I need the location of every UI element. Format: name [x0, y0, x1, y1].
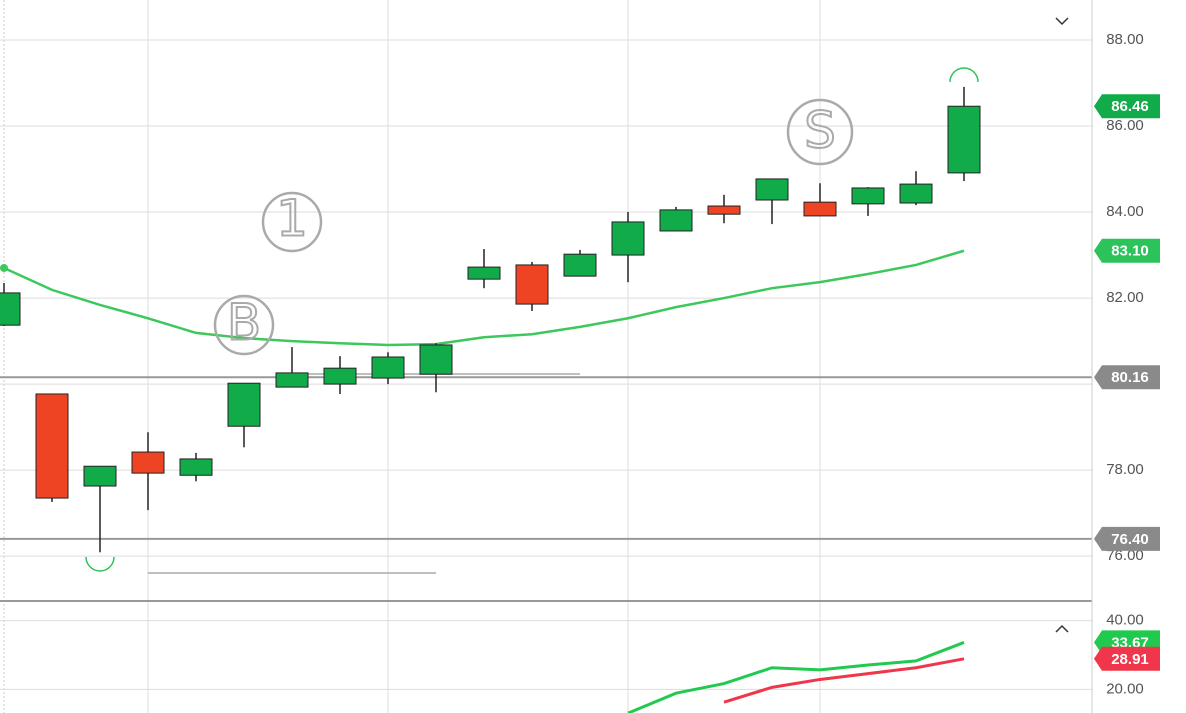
- candle-body: [611, 221, 645, 256]
- high-marker: [949, 67, 979, 83]
- candle-body: [707, 205, 741, 215]
- candle-body: [803, 201, 837, 217]
- candle-body: [83, 465, 117, 487]
- annotation-circle: [213, 294, 275, 356]
- y-tick-label: 40.00: [1106, 612, 1144, 629]
- y-tick-label: 78.00: [1106, 461, 1144, 478]
- candle-body: [563, 253, 597, 277]
- collapse-button[interactable]: [1055, 17, 1069, 26]
- levels: [0, 376, 1092, 540]
- price-tag: 76.40: [1111, 531, 1149, 548]
- candle-body: [131, 451, 165, 474]
- candle-body: [179, 458, 213, 476]
- y-tick-label: 86.00: [1106, 117, 1144, 134]
- ma-start: [0, 263, 8, 272]
- candle-body: [419, 344, 453, 375]
- y-tick-label: 82.00: [1106, 289, 1144, 306]
- annotation: S: [804, 102, 836, 160]
- price-tag-bg: [1094, 238, 1160, 263]
- candle-body: [275, 372, 309, 388]
- price-tag-bg: [1094, 646, 1160, 671]
- candle-body: [899, 183, 933, 204]
- annotation: B: [227, 294, 261, 352]
- annotation-circle: [261, 191, 323, 253]
- y-tick-label: 76.00: [1106, 547, 1144, 564]
- price-tag: 28.91: [1111, 651, 1149, 668]
- price-axis: 76.0078.0080.0082.0084.0086.0088.0020.00…: [1106, 31, 1144, 697]
- indicator-line: [723, 657, 965, 704]
- y-tick-label: 20.00: [1106, 680, 1144, 697]
- annotation-circle: [786, 98, 854, 166]
- candle-body: [323, 367, 357, 385]
- candle-body: [515, 264, 549, 305]
- ma-line: [3, 249, 965, 347]
- moving-average: [0, 249, 965, 347]
- candle-body: [0, 292, 21, 326]
- price-tag-bg: [1094, 365, 1160, 390]
- price-tag: 80.16: [1111, 369, 1149, 386]
- price-tag-bg: [1094, 526, 1160, 551]
- price-tag: 83.10: [1111, 243, 1149, 260]
- vertical-grid: [147, 0, 821, 713]
- indicator-pane: [627, 641, 965, 713]
- candle-body: [227, 382, 261, 427]
- annotation: 1: [276, 190, 308, 248]
- price-tag-bg: [1094, 94, 1160, 119]
- low-marker: [85, 556, 115, 572]
- candles: [0, 86, 981, 553]
- candle-body: [659, 209, 693, 232]
- y-tick-label: 84.00: [1106, 203, 1144, 220]
- candle-body: [947, 105, 981, 174]
- candle-body: [35, 393, 69, 499]
- y-tick-label: 88.00: [1106, 31, 1144, 48]
- candle-body: [851, 187, 885, 205]
- candle-body: [467, 266, 501, 280]
- indicator-line: [627, 641, 965, 713]
- expand-button[interactable]: [1055, 624, 1069, 633]
- candle-body: [755, 178, 789, 201]
- price-tag: 86.46: [1111, 98, 1149, 115]
- candle-body: [371, 356, 405, 379]
